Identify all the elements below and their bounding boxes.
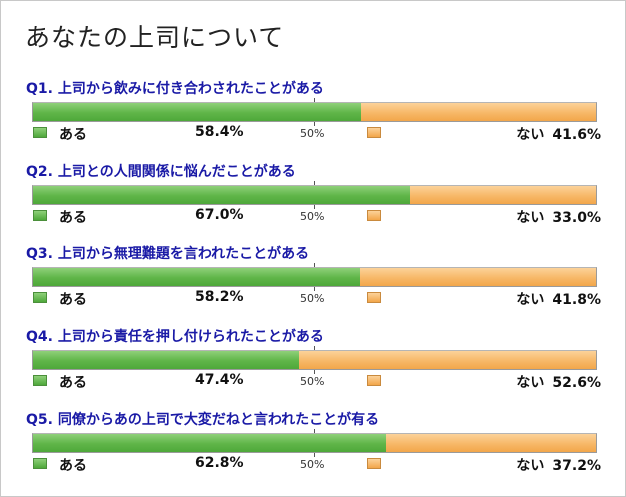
bar-segment-no (385, 434, 596, 452)
label-no: ない (516, 210, 545, 226)
bar-segment-no (359, 268, 596, 286)
value-label-no: 33.0% (552, 210, 601, 226)
midpoint-tick-bottom (314, 370, 315, 374)
midpoint-label: 50% (300, 210, 325, 223)
label-no: ない (516, 292, 545, 308)
label-yes: ある (59, 210, 87, 226)
midpoint-tick-top (314, 181, 315, 185)
label-yes: ある (59, 127, 87, 143)
value-label-yes: 62.8% (195, 455, 244, 471)
value-label-no: 41.6% (552, 127, 601, 143)
stacked-bar (32, 433, 597, 453)
bar-segment-no (298, 351, 596, 369)
stacked-bar (32, 102, 597, 122)
value-label-yes: 47.4% (195, 372, 244, 388)
label-no: ない (516, 458, 545, 474)
midpoint-tick-top (314, 429, 315, 433)
question-row: Q1. 上司から飲みに付き合わされたことがあるある 58.4% 50% ない 41.6% (1, 78, 626, 160)
stacked-bar (32, 185, 597, 205)
value-label-no: 52.6% (552, 375, 601, 391)
bar-segment-yes (33, 186, 412, 204)
no-group: ない 52.6% (516, 372, 601, 392)
value-label-no: 37.2% (552, 458, 601, 474)
legend-swatch-no (367, 292, 381, 303)
label-yes: ある (59, 292, 87, 308)
no-group: ない 37.2% (516, 455, 601, 475)
question-title: Q3. 上司から無理難題を言われたことがある (26, 246, 310, 262)
question-row: Q5. 同僚からあの上司で大変だねと言われたことが有るある 62.8% 50% ない 3… (1, 409, 626, 491)
question-title: Q5. 同僚からあの上司で大変だねと言われたことが有る (26, 412, 380, 428)
bar-segment-yes (33, 103, 363, 121)
legend-swatch-no (367, 375, 381, 386)
legend-swatch-no (367, 127, 381, 138)
bar-segment-no (360, 103, 596, 121)
bar-segment-yes (33, 351, 301, 369)
legend-swatch-yes (33, 458, 47, 469)
question-row: Q3. 上司から無理難題を言われたことがあるある 58.2% 50% ない 41.8% (1, 243, 626, 325)
question-title: Q4. 上司から責任を押し付けられたことがある (26, 329, 324, 345)
legend-swatch-no (367, 210, 381, 221)
midpoint-label: 50% (300, 292, 325, 305)
label-no: ない (516, 375, 545, 391)
midpoint-tick-bottom (314, 287, 315, 291)
value-label-yes: 67.0% (195, 207, 244, 223)
stacked-bar (32, 267, 597, 287)
question-row: Q2. 上司との人間関係に悩んだことがあるある 67.0% 50% ない 33.0% (1, 161, 626, 243)
midpoint-tick-bottom (314, 453, 315, 457)
midpoint-tick-bottom (314, 122, 315, 126)
label-yes: ある (59, 458, 87, 474)
legend-swatch-yes (33, 210, 47, 221)
no-group: ない 41.6% (516, 124, 601, 144)
value-label-yes: 58.4% (195, 124, 244, 140)
midpoint-label: 50% (300, 127, 325, 140)
midpoint-tick-top (314, 98, 315, 102)
legend-swatch-yes (33, 127, 47, 138)
midpoint-label: 50% (300, 458, 325, 471)
value-label-yes: 58.2% (195, 289, 244, 305)
bar-segment-yes (33, 268, 362, 286)
no-group: ない 41.8% (516, 289, 601, 309)
no-group: ない 33.0% (516, 207, 601, 227)
page-title: あなたの上司について (25, 23, 285, 52)
midpoint-tick-top (314, 263, 315, 267)
label-yes: ある (59, 375, 87, 391)
stacked-bar (32, 350, 597, 370)
legend-swatch-no (367, 458, 381, 469)
question-row: Q4. 上司から責任を押し付けられたことがあるある 47.4% 50% ない 52.6% (1, 326, 626, 408)
label-no: ない (516, 127, 545, 143)
bar-segment-yes (33, 434, 388, 452)
bar-segment-no (409, 186, 596, 204)
midpoint-label: 50% (300, 375, 325, 388)
question-title: Q2. 上司との人間関係に悩んだことがある (26, 164, 296, 180)
midpoint-tick-bottom (314, 205, 315, 209)
legend-swatch-yes (33, 292, 47, 303)
value-label-no: 41.8% (552, 292, 601, 308)
midpoint-tick-top (314, 346, 315, 350)
legend-swatch-yes (33, 375, 47, 386)
question-title: Q1. 上司から飲みに付き合わされたことがある (26, 81, 324, 97)
